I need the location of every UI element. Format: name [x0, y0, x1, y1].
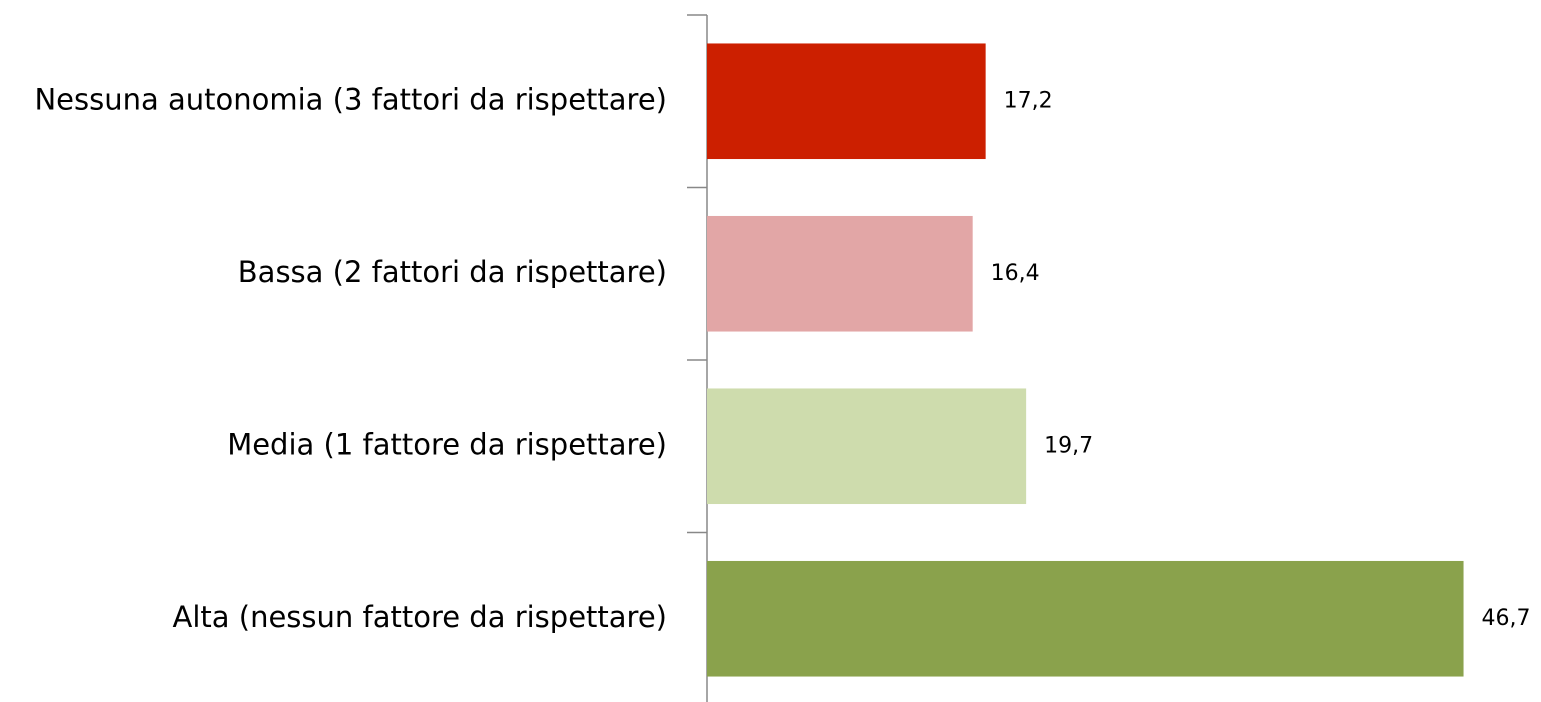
bar [707, 215, 973, 332]
bar [707, 388, 1027, 505]
data-label: 19,7 [1044, 433, 1093, 458]
y-tick-label: Bassa (2 fattori da rispettare) [238, 255, 667, 289]
data-label: 16,4 [991, 261, 1040, 286]
y-tick-label: Media (1 fattore da rispettare) [227, 427, 667, 461]
bar [707, 43, 986, 160]
y-tick-label: Alta (nessun fattore da rispettare) [173, 600, 668, 634]
bar [707, 560, 1464, 677]
data-label: 17,2 [1004, 88, 1053, 113]
y-tick-label: Nessuna autonomia (3 fattori da rispetta… [34, 82, 667, 116]
data-label: 46,7 [1482, 606, 1531, 631]
